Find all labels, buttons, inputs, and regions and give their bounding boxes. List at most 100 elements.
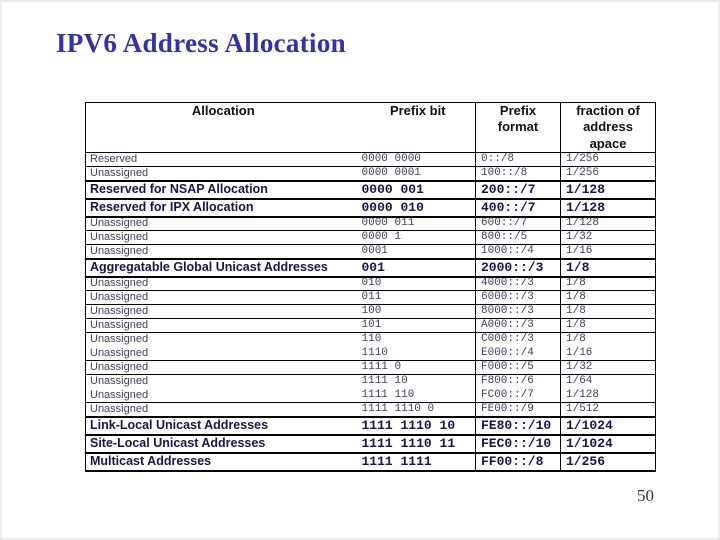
allocation-cell: Unassigned xyxy=(90,346,149,359)
table-row: Unassigned 0000 0001 100::/8 1/256 xyxy=(85,166,656,181)
fraction-cell: 1/64 xyxy=(560,374,656,389)
prefix-bit-cell: 0000 0000 xyxy=(361,153,421,165)
prefix-format-cell: FEC0::/10 xyxy=(475,434,561,453)
prefix-format-cell: 2000::/3 xyxy=(475,258,561,277)
fraction-cell: 1/512 xyxy=(560,402,656,417)
fraction-cell: 1/256 xyxy=(560,166,656,181)
prefix-bit-cell: 0000 001 xyxy=(361,182,424,197)
allocation-cell: Link-Local Unicast Addresses xyxy=(90,418,269,433)
fraction-cell: 1/1024 xyxy=(560,416,656,435)
prefix-bit-cell: 0000 0001 xyxy=(361,166,421,179)
table-row: Unassigned 0000 1 800::/5 1/32 xyxy=(85,230,656,245)
prefix-bit-cell: 0000 010 xyxy=(361,200,424,215)
table-row: Aggregatable Global Unicast Addresses 00… xyxy=(85,258,656,277)
fraction-cell: 1/128 xyxy=(560,216,656,231)
prefix-bit-cell: 1111 1110 11 xyxy=(361,436,456,451)
fraction-cell: 1/256 xyxy=(560,152,656,167)
fraction-cell: 1/32 xyxy=(560,360,656,375)
prefix-bit-cell: 1111 1110 0 xyxy=(361,402,435,415)
prefix-bit-cell: 1111 10 xyxy=(361,375,408,388)
prefix-bit-cell: 011 xyxy=(361,291,382,303)
prefix-format-cell: FC00::/7 xyxy=(475,388,561,403)
fraction-cell: 1/32 xyxy=(560,230,656,245)
prefix-bit-cell: 1111 110 xyxy=(361,388,415,401)
table-row: Unassigned 1111 0 F000::/5 1/32 xyxy=(85,360,656,375)
table-row: Unassigned 1111 110 FC00::/7 1/128 xyxy=(85,388,656,403)
table-row: Unassigned 101 A000::/3 1/8 xyxy=(85,318,656,333)
fraction-cell: 1/8 xyxy=(560,304,656,319)
table-row: Unassigned 110 C000::/3 1/8 xyxy=(86,332,656,347)
allocation-cell: Site-Local Unicast Addresses xyxy=(90,436,266,451)
prefix-bit-cell: 1111 1110 10 xyxy=(361,418,456,433)
fraction-cell: 1/8 xyxy=(560,276,656,291)
prefix-format-cell: F000::/5 xyxy=(475,360,561,375)
fraction-cell: 1/128 xyxy=(560,388,656,403)
allocation-table-body: Reserved 0000 0000 0::/8 1/256 Unassigne… xyxy=(85,152,656,471)
fraction-cell: 1/256 xyxy=(560,452,656,471)
fraction-cell: 1/1024 xyxy=(560,434,656,453)
prefix-format-cell: A000::/3 xyxy=(475,318,561,333)
prefix-format-cell: 1000::/4 xyxy=(475,244,561,259)
allocation-cell: Unassigned xyxy=(90,277,149,290)
header-prefix-format: Prefix format xyxy=(475,102,561,153)
allocation-cell: Unassigned xyxy=(90,291,149,303)
prefix-format-cell: C000::/3 xyxy=(475,332,561,347)
prefix-bit-cell: 0001 xyxy=(361,244,388,257)
prefix-bit-cell: 0000 1 xyxy=(361,231,402,243)
allocation-cell: Multicast Addresses xyxy=(90,454,212,469)
allocation-cell: Unassigned xyxy=(90,388,149,401)
allocation-cell: Unassigned xyxy=(90,231,149,243)
fraction-cell: 1/128 xyxy=(560,180,656,199)
prefix-bit-cell: 001 xyxy=(361,260,385,275)
prefix-format-cell: 200::/7 xyxy=(475,180,561,199)
fraction-cell: 1/8 xyxy=(560,318,656,333)
table-row: Unassigned 010 4000::/3 1/8 xyxy=(85,276,656,291)
fraction-cell: 1/16 xyxy=(560,346,656,361)
fraction-cell: 1/16 xyxy=(560,244,656,259)
allocation-cell: Unassigned xyxy=(90,305,149,317)
prefix-bit-cell: 010 xyxy=(361,277,382,290)
header-fraction-of-address-space: fraction of address apace xyxy=(560,102,656,153)
allocation-cell: Reserved xyxy=(90,153,138,165)
table-row: Multicast Addresses 1111 1111 FF00::/8 1… xyxy=(85,452,656,471)
table-row: Unassigned 100 8000::/3 1/8 xyxy=(85,304,656,319)
slide-title: IPV6 Address Allocation xyxy=(56,28,346,58)
allocation-cell: Unassigned xyxy=(90,166,149,179)
fraction-cell: 1/8 xyxy=(560,290,656,305)
table-row: Unassigned 1110 E000::/4 1/16 xyxy=(85,346,656,361)
allocation-cell: Aggregatable Global Unicast Addresses xyxy=(90,260,328,275)
fraction-cell: 1/8 xyxy=(560,332,656,347)
allocation-cell: Unassigned xyxy=(90,375,149,388)
allocation-cell: Unassigned xyxy=(90,319,149,331)
table-row: Unassigned 0000 011 600::/7 1/128 xyxy=(85,216,656,231)
prefix-bit-cell: 100 xyxy=(361,305,382,317)
prefix-format-cell: 6000::/3 xyxy=(475,290,561,305)
prefix-format-cell: 4000::/3 xyxy=(475,276,561,291)
table-row: Reserved 0000 0000 0::/8 1/256 xyxy=(85,152,656,167)
ipv6-allocation-table: Allocation Prefix bit Prefix format frac… xyxy=(85,102,656,472)
table-row: Unassigned 0001 1000::/4 1/16 xyxy=(85,244,656,259)
fraction-cell: 1/8 xyxy=(560,258,656,277)
prefix-format-cell: FF00::/8 xyxy=(475,452,561,471)
prefix-bit-cell: 0000 011 xyxy=(361,217,415,230)
allocation-cell: Unassigned xyxy=(90,333,149,346)
prefix-bit-cell: 1110 xyxy=(361,346,388,359)
prefix-format-cell: 600::/7 xyxy=(475,216,561,231)
table-row: Site-Local Unicast Addresses 1111 1110 1… xyxy=(85,434,656,453)
fraction-cell: 1/128 xyxy=(560,198,656,217)
table-row: Reserved for IPX Allocation 0000 010 400… xyxy=(85,198,656,217)
prefix-format-cell: 0::/8 xyxy=(475,152,561,167)
table-row: Link-Local Unicast Addresses 1111 1110 1… xyxy=(85,416,656,435)
table-row: Unassigned 011 6000::/3 1/8 xyxy=(85,290,656,305)
prefix-format-cell: FE00::/9 xyxy=(475,402,561,417)
prefix-bit-cell: 1111 0 xyxy=(361,361,402,373)
allocation-cell: Unassigned xyxy=(90,402,149,415)
page-number: 50 xyxy=(637,486,654,505)
allocation-cell: Reserved for NSAP Allocation xyxy=(90,182,268,197)
prefix-bit-cell: 110 xyxy=(361,333,382,346)
prefix-format-cell: E000::/4 xyxy=(475,346,561,361)
allocation-cell: Unassigned xyxy=(90,217,149,230)
prefix-format-cell: 100::/8 xyxy=(475,166,561,181)
prefix-format-cell: 400::/7 xyxy=(475,198,561,217)
